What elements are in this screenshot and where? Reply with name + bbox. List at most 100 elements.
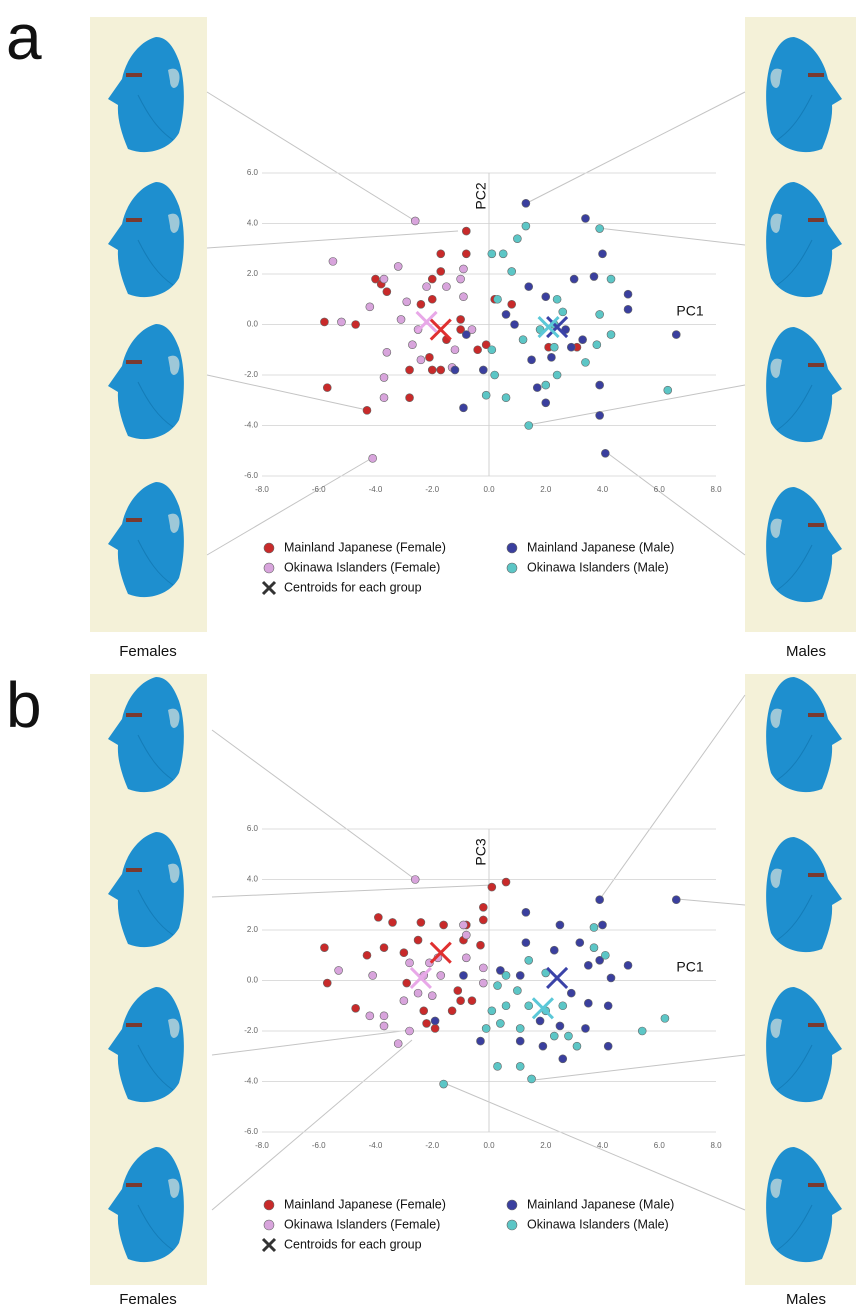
- point: [380, 394, 388, 402]
- point: [593, 341, 601, 349]
- legend-marker: [264, 1220, 274, 1230]
- leader-line: [212, 1030, 410, 1055]
- point: [525, 1002, 533, 1010]
- point: [403, 979, 411, 987]
- point: [451, 346, 459, 354]
- point: [428, 295, 436, 303]
- point: [420, 1007, 428, 1015]
- point: [459, 921, 467, 929]
- point: [462, 931, 470, 939]
- x-tick-label: 4.0: [597, 485, 609, 494]
- point: [547, 353, 555, 361]
- x-tick-label: -8.0: [255, 485, 269, 494]
- point: [511, 321, 519, 329]
- point: [459, 404, 467, 412]
- legend-marker: [263, 582, 275, 594]
- point: [522, 222, 530, 230]
- point: [491, 371, 499, 379]
- point: [454, 987, 462, 995]
- point: [590, 944, 598, 952]
- point: [556, 1022, 564, 1030]
- leader-line: [207, 231, 458, 248]
- point: [417, 356, 425, 364]
- x-tick-label: 2.0: [540, 1141, 552, 1150]
- x-tick-label: -4.0: [369, 485, 383, 494]
- point: [366, 303, 374, 311]
- x-axis-label: PC1: [676, 303, 703, 319]
- point: [525, 956, 533, 964]
- y-tick-label: -6.0: [244, 471, 258, 480]
- point: [408, 341, 416, 349]
- point: [320, 318, 328, 326]
- point: [380, 944, 388, 952]
- point: [437, 250, 445, 258]
- x-tick-label: -4.0: [369, 1141, 383, 1150]
- x-tick-label: -6.0: [312, 485, 326, 494]
- point: [567, 989, 575, 997]
- y-tick-label: 0.0: [247, 320, 259, 329]
- point: [369, 971, 377, 979]
- point: [607, 275, 615, 283]
- leader-line: [207, 375, 367, 410]
- point: [329, 257, 337, 265]
- face-images: [108, 37, 842, 1262]
- x-tick-label: -2.0: [425, 485, 439, 494]
- point: [599, 250, 607, 258]
- point: [573, 1042, 581, 1050]
- point: [437, 267, 445, 275]
- point: [525, 422, 533, 430]
- leader-line: [212, 885, 492, 897]
- point: [383, 288, 391, 296]
- legend-label: Mainland Japanese (Female): [284, 540, 446, 554]
- point: [369, 454, 377, 462]
- figure: aFemalesMales6.04.02.00.0-2.0-4.0-6.0-8.…: [0, 0, 856, 1312]
- y-tick-label: 2.0: [247, 925, 259, 934]
- point: [476, 941, 484, 949]
- point: [459, 293, 467, 301]
- point: [462, 227, 470, 235]
- leader-lines: [207, 92, 745, 1210]
- point: [462, 250, 470, 258]
- x-axis-label: PC1: [676, 959, 703, 975]
- point: [624, 961, 632, 969]
- leader-line: [528, 385, 745, 425]
- point: [352, 1004, 360, 1012]
- legend-marker: [507, 563, 517, 573]
- x-tick-label: -6.0: [312, 1141, 326, 1150]
- x-tick-label: 8.0: [710, 1141, 722, 1150]
- point: [513, 987, 521, 995]
- point: [457, 275, 465, 283]
- point: [550, 343, 558, 351]
- point: [596, 310, 604, 318]
- point: [604, 1002, 612, 1010]
- x-tick-label: 4.0: [597, 1141, 609, 1150]
- legend-marker: [507, 1220, 517, 1230]
- point: [508, 267, 516, 275]
- y-axis-label: PC2: [473, 182, 489, 209]
- point: [553, 371, 561, 379]
- point: [522, 908, 530, 916]
- point: [553, 295, 561, 303]
- centroid: [533, 998, 553, 1018]
- y-tick-label: -2.0: [244, 370, 258, 379]
- leader-line: [598, 228, 745, 245]
- point: [363, 951, 371, 959]
- point: [488, 346, 496, 354]
- legend-marker: [264, 1200, 274, 1210]
- y-tick-label: -6.0: [244, 1127, 258, 1136]
- point: [550, 946, 558, 954]
- y-tick-label: 4.0: [247, 875, 259, 884]
- point: [488, 883, 496, 891]
- legend-label: Mainland Japanese (Male): [527, 540, 674, 554]
- point: [584, 961, 592, 969]
- point: [468, 997, 476, 1005]
- point: [457, 997, 465, 1005]
- point: [323, 979, 331, 987]
- leader-line: [212, 1040, 412, 1210]
- leader-line: [600, 695, 745, 899]
- point: [584, 999, 592, 1007]
- centroid: [411, 968, 431, 988]
- point: [601, 951, 609, 959]
- point: [502, 1002, 510, 1010]
- point: [559, 1002, 567, 1010]
